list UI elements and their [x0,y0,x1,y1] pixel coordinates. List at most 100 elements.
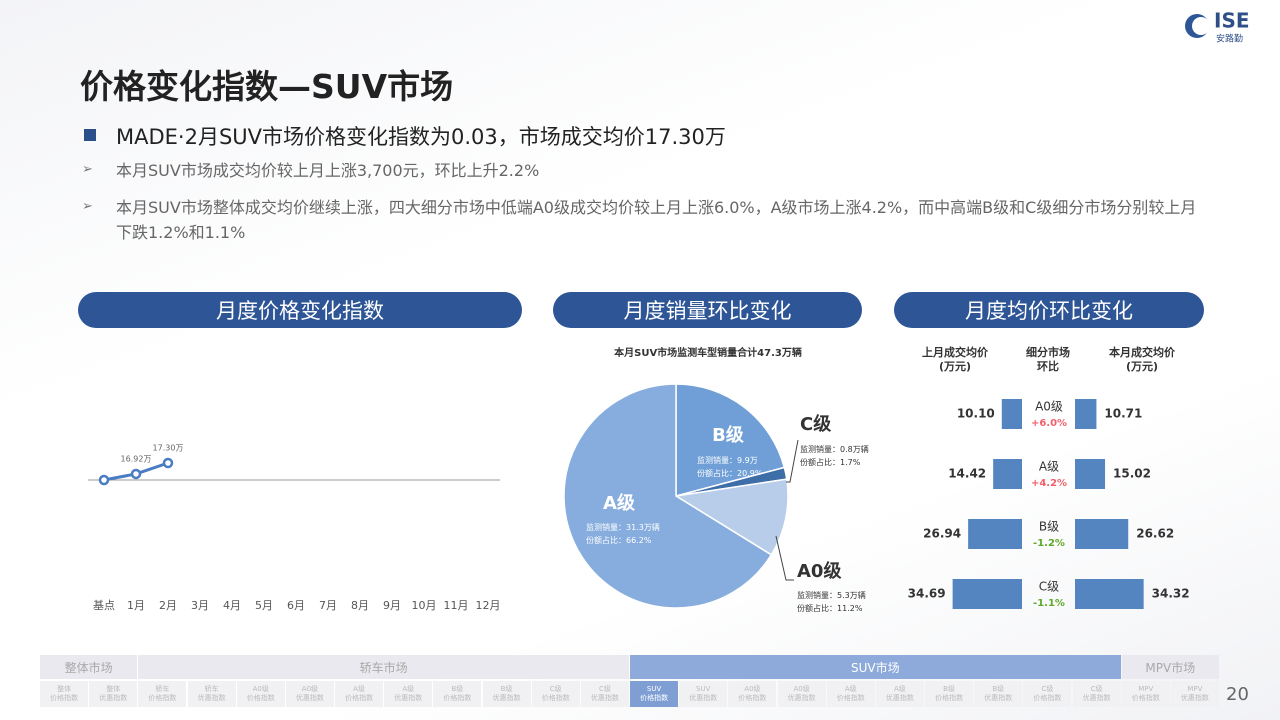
nav-tab[interactable]: MPV市场 [1121,655,1219,679]
slice-sales: 监测销量：9.9万 [697,455,758,465]
data-label: 17.30万 [153,444,184,453]
marker [98,474,110,486]
slice-label: A级 [603,492,636,514]
nav-item[interactable]: C级 优惠指数 [580,681,629,707]
slice-share: 份额占比：20.9% [697,468,763,478]
x-tick-label: 基点 [93,599,115,612]
marker [162,457,174,469]
nav-item[interactable]: B级 价格指数 [925,681,974,707]
nav-item[interactable]: A0级 优惠指数 [777,681,826,707]
bar [1075,459,1106,489]
pie-slice [563,383,773,609]
bar [1075,519,1129,549]
panel-header: 月度销量环比变化 [553,292,862,328]
x-tick-label: 6月 [287,599,305,612]
value-label: 10.10 [957,407,995,421]
value-label: 34.32 [1152,587,1190,601]
nav-item[interactable]: A级 优惠指数 [875,681,924,707]
nav-item[interactable]: A0级 优惠指数 [285,681,334,707]
nav-item[interactable]: 轿车 价格指数 [138,681,187,707]
nav-item[interactable]: C级 优惠指数 [1072,681,1121,707]
sub-bullet: 本月SUV市场整体成交均价继续上涨，四大细分市场中低端A0级成交均价较上月上涨6… [116,198,1197,242]
arrow: ➢ [82,162,93,177]
nav-item[interactable]: MPV 优惠指数 [1170,681,1219,707]
x-tick-label: 2月 [159,599,177,612]
nav-item[interactable]: A级 价格指数 [335,681,384,707]
pie-title: 本月SUV市场监测车型销量合计47.3万辆 [614,346,802,359]
nav-item[interactable]: SUV 价格指数 [630,681,679,707]
change-label: -1.1% [1033,598,1065,609]
bar [968,519,1022,549]
value-label: 34.69 [908,587,946,601]
x-tick-label: 8月 [351,599,369,612]
nav-item[interactable]: B级 优惠指数 [482,681,531,707]
x-tick-label: 7月 [319,599,337,612]
column-header: 本月成交均价 (万元) [1109,346,1175,373]
x-tick-label: 1月 [127,599,145,612]
arrow: ➢ [82,199,93,214]
nav-item[interactable]: MPV 价格指数 [1121,681,1170,707]
nav-item[interactable]: A级 优惠指数 [384,681,433,707]
nav-item[interactable]: SUV 优惠指数 [679,681,728,707]
pie-slice [673,478,789,556]
x-tick-label: 12月 [476,599,501,612]
pie-slice [675,383,786,497]
x-tick-label: 11月 [444,599,469,612]
x-tick-label: 9月 [383,599,401,612]
leader-line [775,535,794,581]
title: 价格变化指数—SUV市场 [80,67,454,106]
panel-header: 月度价格变化指数 [78,292,522,328]
nav-item[interactable]: 整体 优惠指数 [89,681,138,707]
nav-tab[interactable]: 整体市场 [40,655,138,679]
bar [952,579,1022,609]
x-tick-label: 10月 [412,599,437,612]
logo-name: 安路勤 [1216,33,1243,45]
marker [130,468,142,480]
logo-mark [1192,17,1210,35]
column-header: 上月成交均价 (万元) [922,346,988,373]
panel-header: 月度均价环比变化 [894,292,1204,328]
nav-item[interactable]: C级 价格指数 [1023,681,1072,707]
nav-item[interactable]: A0级 价格指数 [728,681,777,707]
bar [1001,399,1022,429]
column-header: 细分市场 环比 [1026,346,1070,373]
nav-item[interactable]: C级 价格指数 [531,681,580,707]
nav-tab[interactable]: SUV市场 [630,655,1121,679]
nav-item[interactable]: A级 价格指数 [826,681,875,707]
bar [993,459,1022,489]
nav-tab[interactable]: 轿车市场 [138,655,629,679]
value-label: 10.71 [1104,407,1142,421]
bar [1075,579,1144,609]
change-label: +6.0% [1031,418,1067,429]
sub-bullet: 本月SUV市场成交均价较上月上涨3,700元，环比上升2.2% [116,161,540,180]
x-tick-label: 4月 [223,599,241,612]
change-label: -1.2% [1033,538,1065,549]
x-tick-label: 3月 [191,599,209,612]
data-label: 16.92万 [121,454,152,463]
slice-label: A0级 [797,560,842,582]
category-label: A级 [1039,460,1059,474]
bar [1075,399,1097,429]
category-label: B级 [1039,520,1059,534]
nav-item[interactable]: 整体 价格指数 [40,681,89,707]
slice-sales: 监测销量：0.8万辆 [800,444,869,454]
bullet-square [84,129,96,141]
nav-item[interactable]: A0级 价格指数 [236,681,285,707]
page-number: 20 [1226,684,1249,705]
value-label: 26.62 [1136,527,1174,541]
logo-brand: ISE [1214,9,1250,33]
slice-sales: 监测销量：31.3万辆 [586,522,660,532]
bullet: MADE·2月SUV市场价格变化指数为0.03，市场成交均价17.30万 [116,125,726,149]
nav-item[interactable]: 轿车 优惠指数 [187,681,236,707]
nav-item[interactable]: B级 价格指数 [433,681,482,707]
slice-sales: 监测销量：5.3万辆 [797,590,866,600]
slice-share: 份额占比：1.7% [800,457,861,467]
value-label: 14.42 [948,467,986,481]
nav-item[interactable]: B级 优惠指数 [974,681,1023,707]
slice-share: 份额占比：11.2% [797,603,863,613]
category-label: A0级 [1035,400,1063,414]
value-label: 15.02 [1113,467,1151,481]
leader-line [786,439,799,483]
x-tick-label: 5月 [255,599,273,612]
